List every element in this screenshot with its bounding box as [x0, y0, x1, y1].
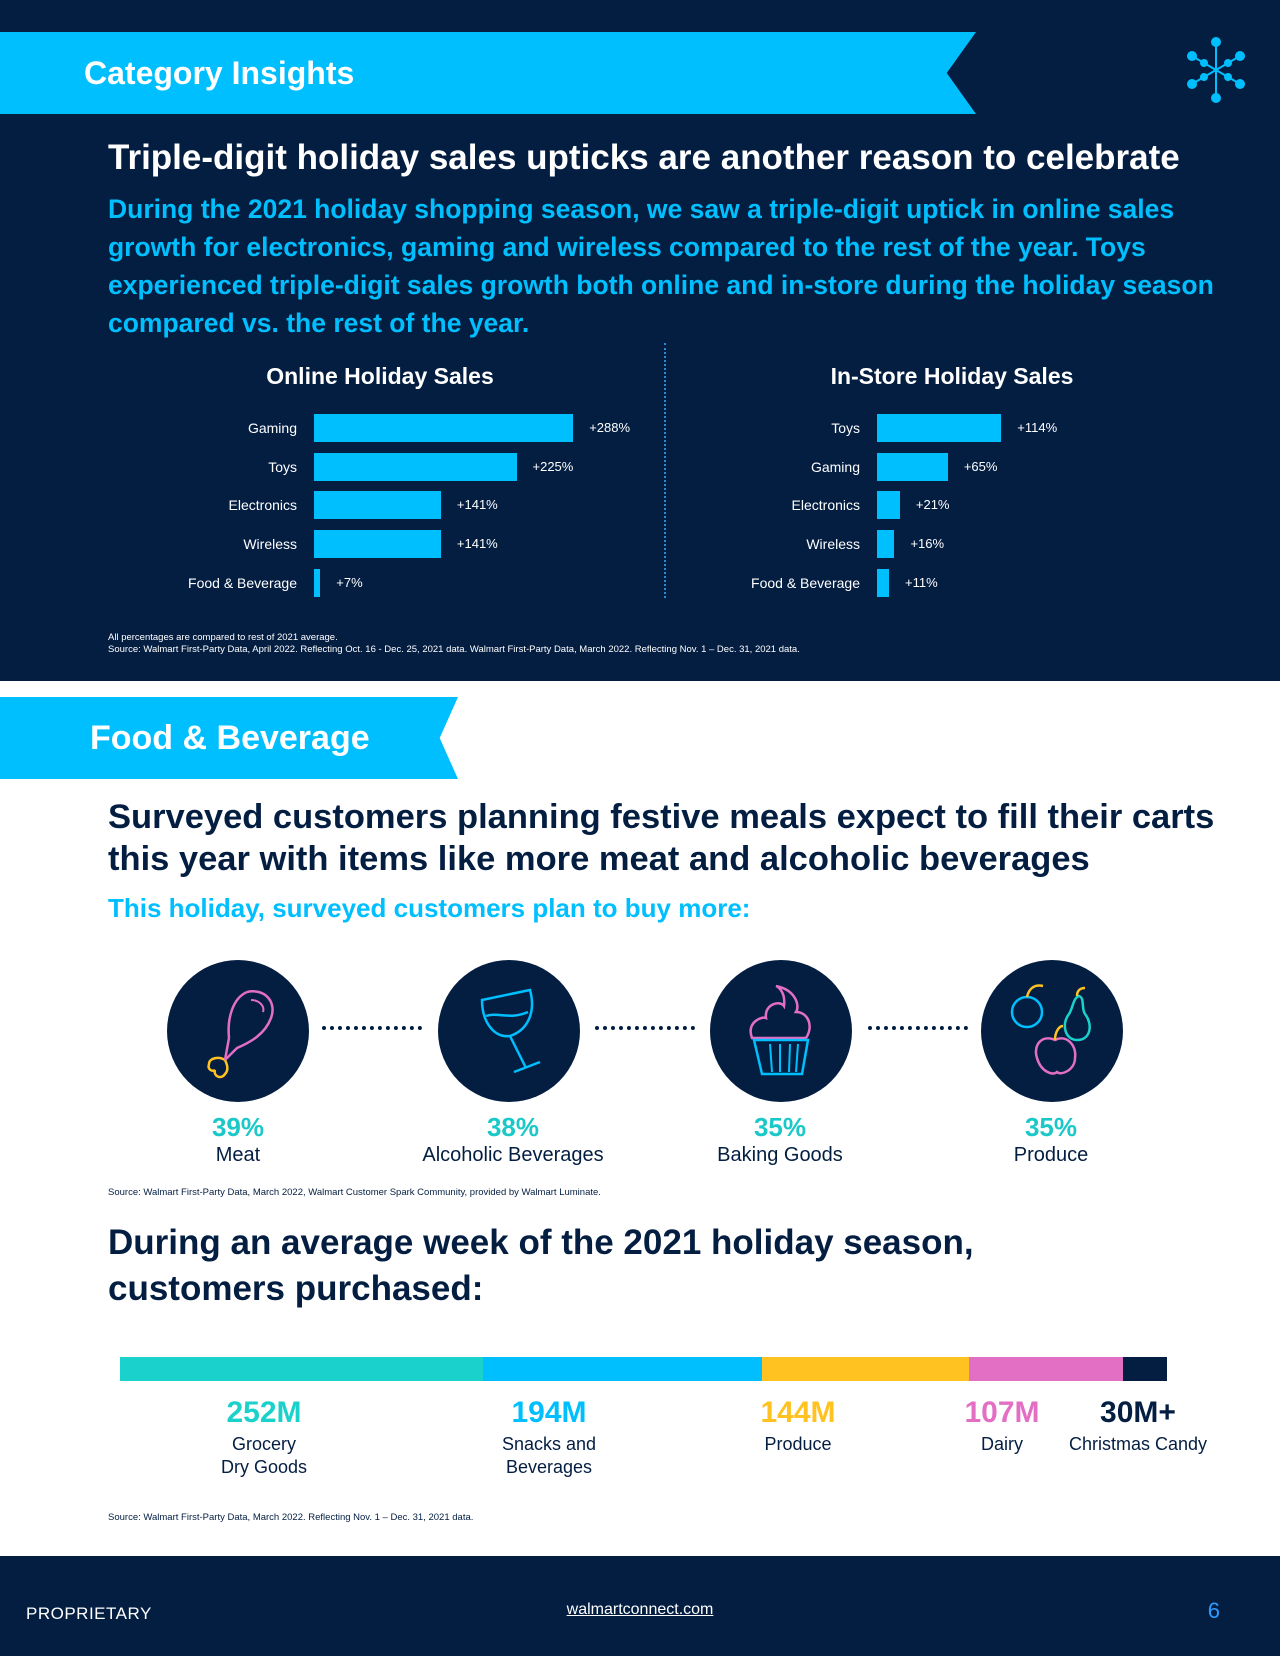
- dairy-label: Dairy: [980, 1434, 1023, 1454]
- bar: [877, 530, 895, 558]
- snacks-label-1: Snacks and: [501, 1434, 597, 1454]
- produce-percent: 35%: [1024, 1112, 1078, 1142]
- food-source: Source: Walmart First-Party Data, March …: [108, 1187, 601, 1198]
- insights-source: Source: Walmart First-Party Data, April …: [108, 644, 800, 655]
- meat-percent: 39%: [211, 1112, 265, 1142]
- baking-percent: 35%: [753, 1112, 807, 1142]
- proprietary-label: PROPRIETARY: [26, 1604, 152, 1623]
- bar: [877, 414, 1002, 442]
- bar-category-label: Toys: [831, 420, 860, 436]
- bar: [314, 491, 441, 519]
- food-beverage-ribbon: Food & Beverage: [0, 697, 458, 779]
- bar-value-label: +141%: [456, 497, 498, 512]
- produce-label: Produce: [1013, 1144, 1089, 1166]
- bar: [314, 453, 517, 481]
- bar: [877, 453, 948, 481]
- walmartconnect-link[interactable]: walmartconnect.com: [566, 1601, 714, 1618]
- insights-lead: During the 2021 holiday shopping season,…: [108, 194, 1214, 338]
- connector-dots: [595, 1026, 695, 1030]
- bar-category-label: Gaming: [810, 459, 860, 475]
- meat-circle: [167, 960, 309, 1102]
- bar-category-label: Food & Beverage: [751, 575, 860, 591]
- page-number: 6: [1207, 1598, 1220, 1623]
- wine-glass-icon: [480, 988, 541, 1074]
- baking-label: Baking Goods: [717, 1144, 843, 1166]
- bar: [877, 491, 900, 519]
- bar-value-label: +16%: [910, 536, 945, 551]
- connector-dots: [868, 1026, 968, 1030]
- candy-value: 30M+: [1100, 1396, 1176, 1429]
- produce-week-label: Produce: [764, 1434, 832, 1454]
- walmart-spark-icon: [1187, 37, 1245, 103]
- online-chart-title: Online Holiday Sales: [266, 363, 494, 389]
- weekly-source: Source: Walmart First-Party Data, March …: [108, 1512, 474, 1523]
- insights-headline: Triple-digit holiday sales upticks are a…: [108, 138, 1180, 177]
- bar-category-label: Toys: [268, 459, 297, 475]
- bar-category-label: Food & Beverage: [188, 575, 297, 591]
- bar: [314, 569, 321, 597]
- grocery-label-1: Grocery: [231, 1434, 296, 1454]
- page-footer: PROPRIETARY walmartconnect.com 6: [0, 1556, 1280, 1656]
- category-insights-ribbon: Category Insights: [0, 32, 976, 114]
- produce-circle: [981, 960, 1123, 1102]
- alcohol-percent: 38%: [486, 1112, 540, 1142]
- bar-value-label: +65%: [963, 459, 998, 474]
- bar-category-label: Wireless: [243, 536, 297, 552]
- bar-value-label: +141%: [456, 536, 498, 551]
- produce-value: 144M: [760, 1396, 836, 1429]
- bar: [314, 530, 441, 558]
- food-headline: Surveyed customers planning festive meal…: [108, 798, 1215, 878]
- bar-category-label: Electronics: [228, 497, 297, 513]
- food-subheading: This holiday, surveyed customers plan to…: [108, 893, 751, 923]
- instore-chart-title: In-Store Holiday Sales: [830, 363, 1074, 389]
- grocery-value: 252M: [226, 1396, 302, 1429]
- fruit-icon: [1010, 984, 1091, 1075]
- category-insights-section: Category Insights Triple-digit holiday s…: [0, 0, 1280, 681]
- bar-category-label: Gaming: [247, 420, 297, 436]
- grocery-label-2: Dry Goods: [220, 1457, 308, 1477]
- cupcake-icon: [749, 984, 811, 1076]
- insights-footnote: All percentages are compared to rest of …: [108, 632, 338, 643]
- meat-label: Meat: [215, 1144, 261, 1166]
- bar-value-label: +21%: [915, 497, 950, 512]
- stacked-bar-segment: [969, 1357, 1123, 1381]
- candy-label: Christmas Candy: [1068, 1434, 1208, 1454]
- connector-dots: [322, 1026, 422, 1030]
- stacked-bar-segment: [762, 1357, 969, 1381]
- alcohol-circle: [438, 960, 580, 1102]
- bar-category-label: Electronics: [791, 497, 860, 513]
- snacks-value: 194M: [511, 1396, 587, 1429]
- chart-divider: [664, 343, 666, 598]
- drumstick-icon: [207, 990, 274, 1079]
- stacked-bar-segment: [120, 1357, 483, 1381]
- baking-circle: [710, 960, 852, 1102]
- weekly-headline: During an average week of the 2021 holid…: [108, 1223, 974, 1308]
- stacked-bar-segment: [483, 1357, 762, 1381]
- bar: [877, 569, 889, 597]
- bar-value-label: +288%: [589, 420, 631, 435]
- bar-value-label: +114%: [1017, 420, 1058, 435]
- bar-category-label: Wireless: [806, 536, 860, 552]
- bar-value-label: +7%: [336, 575, 363, 590]
- bar-value-label: +11%: [904, 575, 938, 590]
- alcohol-label: Alcoholic Beverages: [422, 1144, 604, 1166]
- snacks-label-2: Beverages: [505, 1457, 593, 1477]
- bar: [314, 414, 574, 442]
- dairy-value: 107M: [964, 1396, 1040, 1429]
- stacked-bar-segment: [1123, 1357, 1167, 1381]
- bar-value-label: +225%: [532, 459, 574, 474]
